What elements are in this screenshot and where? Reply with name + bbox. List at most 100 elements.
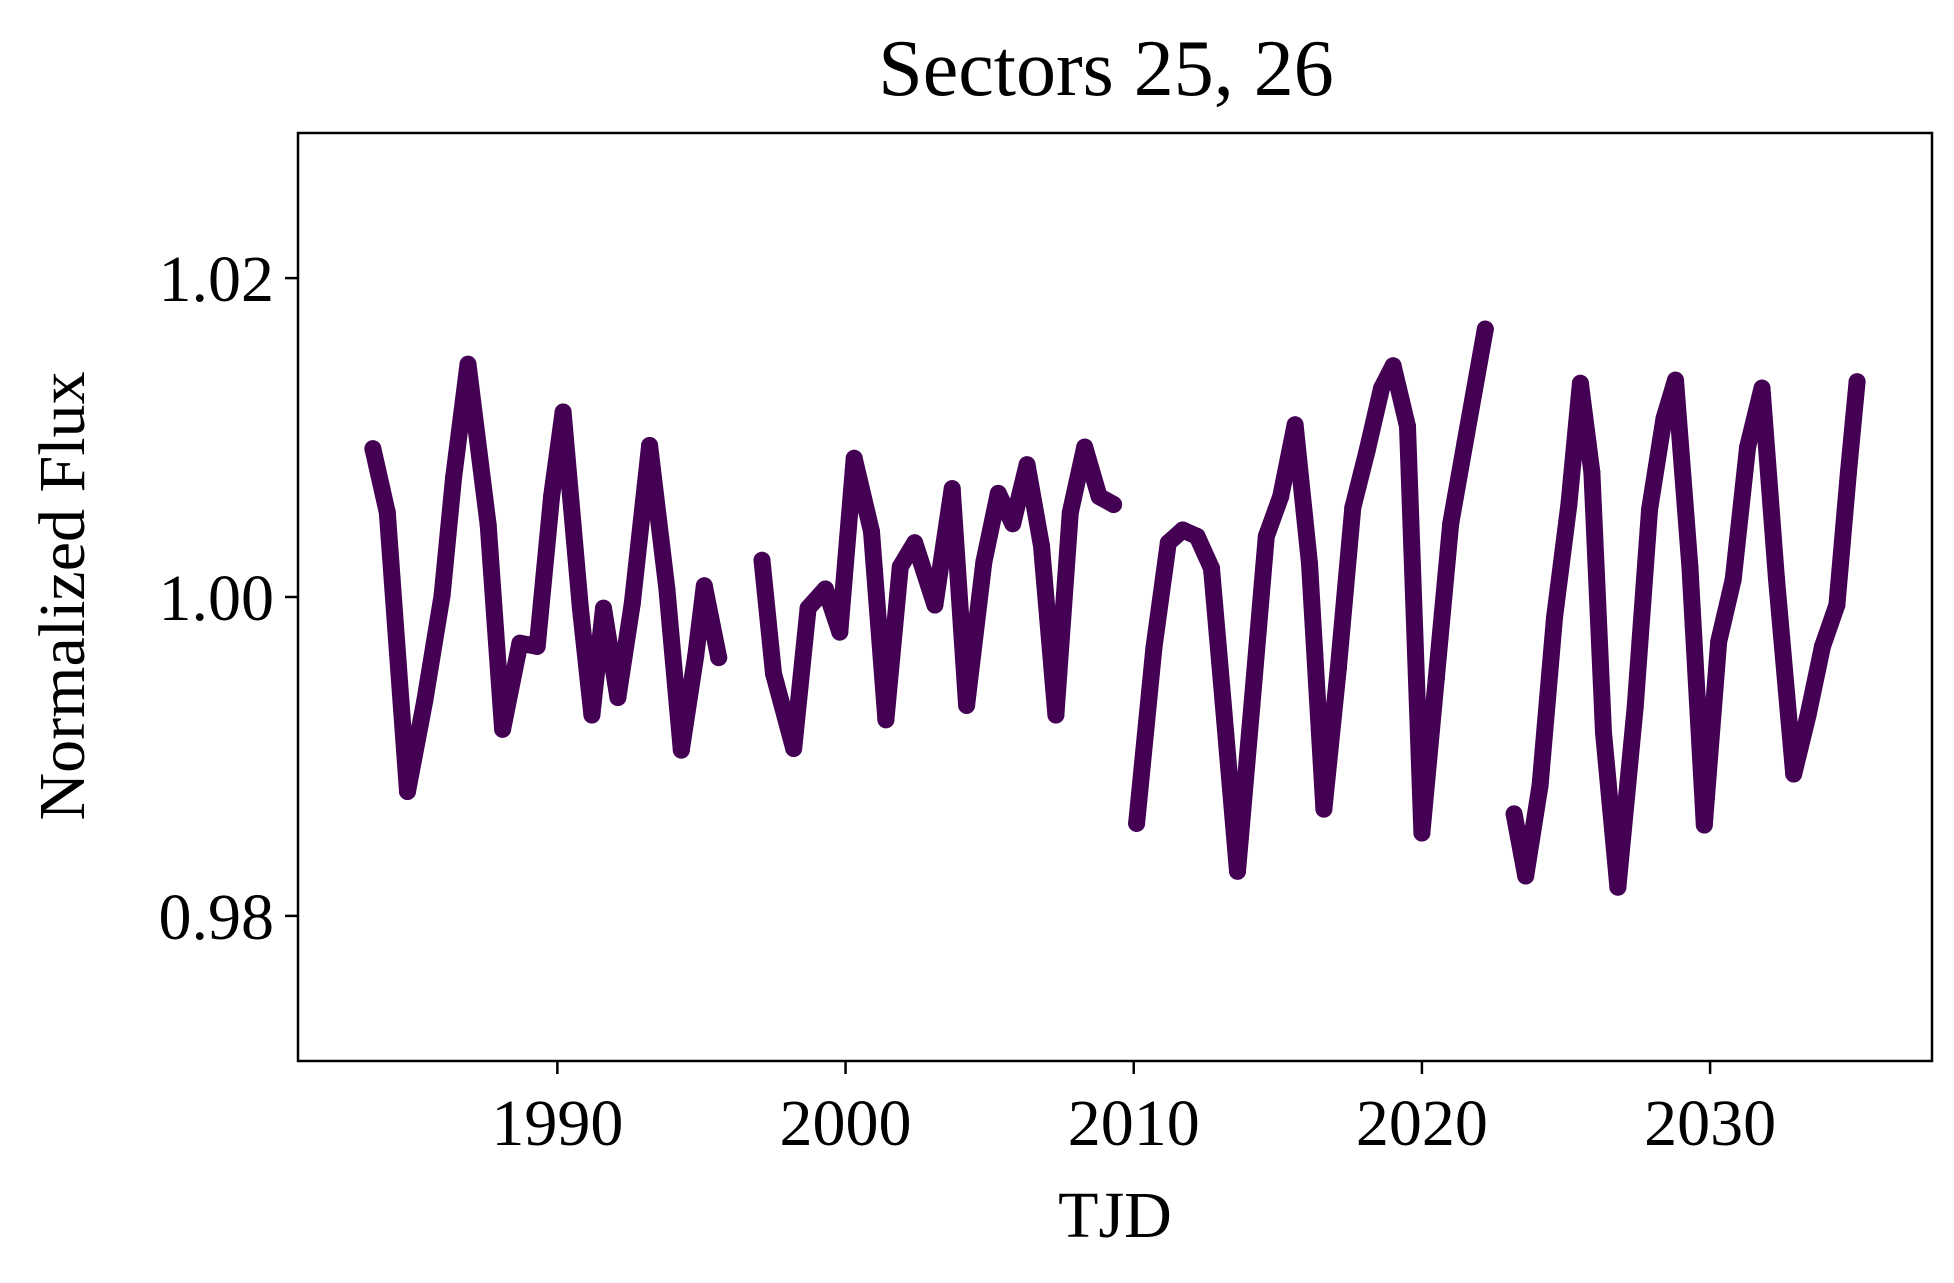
flux-point — [816, 580, 834, 598]
x-axis: 1990 2000 2010 2020 2030 — [491, 1061, 1776, 1160]
flux-point — [1456, 433, 1474, 451]
flux-point — [695, 577, 713, 595]
flux-point — [364, 440, 382, 458]
flux-point — [1329, 660, 1347, 678]
flux-point — [1344, 499, 1362, 517]
flux-point — [785, 740, 803, 757]
flux-point — [877, 711, 895, 729]
flux-point — [511, 634, 529, 652]
flux-point — [926, 596, 944, 614]
flux-point — [1814, 637, 1831, 655]
flux-point — [1061, 504, 1079, 521]
flux-point — [459, 355, 477, 373]
flux-point — [583, 706, 601, 724]
flux-point — [975, 553, 993, 571]
flux-point — [554, 403, 572, 421]
flux-point — [1214, 693, 1232, 711]
flux-point — [1839, 464, 1857, 482]
flux-point — [1531, 776, 1549, 794]
flux-point — [1286, 416, 1304, 434]
x-tick-label: 2020 — [1356, 1087, 1488, 1160]
flux-point — [1145, 639, 1163, 657]
flux-point — [1203, 559, 1220, 577]
flux-point — [1560, 496, 1578, 513]
flux-point — [799, 599, 817, 617]
flux-point — [863, 523, 880, 541]
x-axis-label: TJD — [1058, 1179, 1172, 1252]
flux-point — [1373, 379, 1391, 397]
flux-point — [1004, 515, 1022, 533]
flux-point — [1517, 867, 1535, 885]
y-axis: 0.98 1.00 1.02 — [159, 243, 298, 954]
y-tick-label: 1.00 — [159, 562, 275, 635]
x-tick-label: 2000 — [780, 1087, 912, 1160]
flux-point — [399, 783, 416, 800]
flux-point — [891, 558, 909, 576]
flux-point — [1033, 537, 1050, 555]
flux-point — [1767, 569, 1785, 587]
flux-point — [672, 741, 690, 759]
flux-point — [1739, 438, 1757, 456]
flux-point — [1505, 805, 1523, 823]
flux-point — [1358, 441, 1376, 459]
flux-point — [445, 468, 463, 486]
flux-point — [641, 437, 659, 454]
flux-point — [1546, 609, 1563, 627]
flux-point — [1799, 706, 1817, 724]
flux-point — [906, 534, 924, 552]
flux-point — [1188, 527, 1206, 545]
flux-point — [1174, 521, 1192, 539]
flux-point — [765, 665, 782, 682]
flux-point — [1315, 800, 1333, 818]
flux-point — [623, 594, 641, 612]
y-tick-label: 0.98 — [159, 881, 275, 954]
flux-point — [989, 484, 1007, 502]
flux-point — [433, 586, 451, 604]
flux-point — [831, 623, 849, 641]
flux-point — [958, 696, 976, 714]
flux-point — [595, 599, 612, 617]
flux-series-4 — [1505, 371, 1866, 896]
flux-point — [571, 599, 589, 617]
flux-point — [609, 689, 627, 706]
flux-point — [1105, 496, 1123, 513]
flux-point — [658, 580, 676, 598]
flux-point — [1595, 724, 1612, 741]
flux-point — [943, 480, 961, 498]
flux-point — [1413, 824, 1431, 842]
flux-point — [543, 488, 561, 505]
flux-point — [1384, 357, 1402, 375]
flux-point — [1848, 373, 1866, 391]
flux-point — [1442, 515, 1460, 533]
x-tick-label: 2030 — [1644, 1087, 1776, 1160]
flux-point — [1681, 558, 1699, 576]
flux-point — [1243, 696, 1261, 714]
flux-point — [753, 551, 771, 569]
flux-point — [416, 692, 434, 710]
flux-point — [1159, 534, 1177, 552]
flux-point — [1229, 862, 1246, 880]
flux-point — [710, 649, 728, 667]
flux-point — [1710, 633, 1728, 651]
flux-point — [1272, 488, 1290, 505]
flux-point — [1724, 571, 1742, 588]
flux-point — [1609, 878, 1627, 896]
flux-point — [1399, 417, 1416, 435]
flux-point — [1301, 555, 1318, 572]
flux-point — [1090, 488, 1108, 505]
y-tick-label: 1.02 — [159, 243, 275, 316]
flux-point — [1655, 409, 1673, 427]
flux-point — [1667, 371, 1684, 389]
flux-point — [1695, 816, 1713, 834]
flux-point — [1753, 379, 1771, 397]
chart-title: Sectors 25, 26 — [878, 25, 1334, 113]
flux-point — [1018, 456, 1036, 474]
flux-point — [1571, 374, 1589, 392]
flux-point — [1626, 698, 1644, 716]
flux-series-1 — [364, 355, 728, 800]
flux-point — [479, 516, 497, 534]
flux-point — [1128, 814, 1146, 832]
flux-point — [378, 504, 396, 521]
flux-series-3 — [1128, 320, 1494, 880]
plot-area — [364, 320, 1866, 896]
